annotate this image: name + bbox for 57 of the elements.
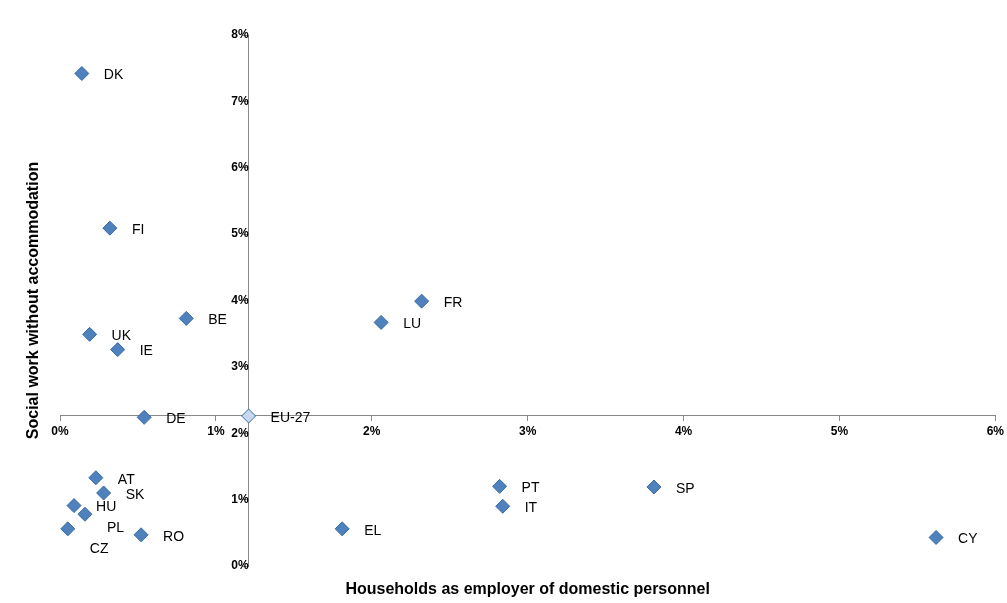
point: [241, 408, 257, 424]
point: [646, 479, 662, 495]
annotation: BE: [208, 311, 227, 328]
x-tick-label: 5%: [830, 423, 849, 438]
point: [82, 326, 98, 342]
y-tick-label: 0%: [231, 558, 249, 573]
annotation: CY: [958, 530, 979, 547]
point: [928, 529, 944, 545]
point: [373, 314, 389, 330]
point: [74, 66, 90, 81]
annotation: HU: [96, 498, 117, 515]
annotation: AT: [117, 470, 136, 487]
annotation: SK: [125, 485, 145, 502]
point: [66, 498, 82, 514]
y-tick-label: 1%: [231, 491, 249, 506]
point: [178, 310, 194, 326]
y-tick-label: 7%: [231, 93, 249, 108]
y-tick-label: 6%: [231, 160, 249, 175]
point: [110, 342, 126, 358]
point: [60, 521, 76, 537]
x-tick-label: 6%: [986, 423, 1005, 438]
annotation: EU-27: [270, 408, 311, 425]
x-tick-label: 0%: [51, 423, 69, 438]
annotation: RO: [163, 527, 185, 544]
point: [77, 506, 93, 522]
annotation: DK: [103, 66, 124, 83]
y-tick-label: 8%: [231, 27, 249, 42]
annotation: CZ: [89, 539, 109, 556]
annotation: DE: [166, 410, 186, 427]
x-tick-label: 1%: [207, 423, 225, 438]
point: [88, 470, 104, 486]
annotation: FR: [443, 294, 463, 311]
x-axis-title: Households as employer of domestic personnel: [345, 580, 710, 598]
point: [133, 527, 149, 543]
point: [492, 478, 508, 494]
point: [334, 521, 350, 537]
y-tick-label: 3%: [231, 359, 249, 374]
annotation: IT: [524, 499, 538, 516]
y-tick-label: 5%: [231, 226, 249, 241]
annotation: FI: [131, 221, 145, 238]
x-tick-label: 2%: [363, 423, 381, 438]
y-axis-title: Social work without accommodation: [24, 161, 42, 440]
point: [495, 498, 511, 514]
point: [96, 485, 112, 501]
x-tick-label: 4%: [674, 423, 693, 438]
annotation: PL: [106, 519, 125, 536]
annotation: PT: [521, 479, 540, 496]
annotation: UK: [111, 327, 132, 344]
point: [136, 409, 152, 425]
point: [414, 293, 430, 309]
point: [102, 220, 118, 236]
annotation: LU: [403, 315, 422, 332]
annotation: IE: [139, 342, 153, 359]
x-tick-label: 3%: [518, 423, 537, 438]
y-tick-label: 4%: [231, 292, 249, 307]
annotation: EL: [364, 521, 382, 538]
annotation: SP: [675, 479, 695, 496]
